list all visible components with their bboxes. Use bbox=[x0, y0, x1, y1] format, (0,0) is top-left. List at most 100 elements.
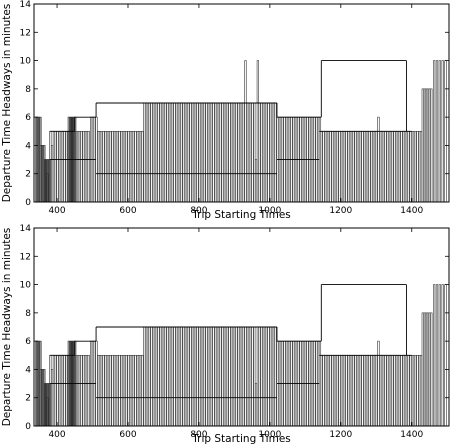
bar bbox=[418, 354, 421, 427]
bar bbox=[327, 130, 330, 203]
bar bbox=[359, 354, 362, 427]
bar bbox=[208, 326, 212, 427]
bar bbox=[361, 354, 364, 427]
bar bbox=[384, 130, 387, 203]
bar bbox=[377, 116, 380, 203]
bar bbox=[78, 354, 81, 427]
bar bbox=[444, 284, 447, 427]
bar bbox=[210, 326, 213, 427]
bar bbox=[428, 88, 431, 203]
bar bbox=[228, 102, 231, 203]
bar bbox=[260, 326, 263, 427]
bar bbox=[104, 354, 107, 427]
bar bbox=[129, 130, 132, 203]
bar bbox=[348, 354, 352, 427]
bar bbox=[336, 130, 339, 203]
bar bbox=[416, 130, 419, 203]
bar bbox=[421, 88, 424, 203]
bar bbox=[152, 326, 155, 427]
bar bbox=[125, 354, 128, 427]
x-tick-label: 1200 bbox=[329, 206, 352, 216]
bar bbox=[398, 130, 401, 203]
bar bbox=[159, 102, 162, 203]
bar bbox=[231, 326, 235, 427]
bar bbox=[210, 102, 213, 203]
bar bbox=[331, 354, 334, 427]
bar bbox=[217, 326, 220, 427]
bar bbox=[368, 354, 371, 427]
bar bbox=[189, 326, 192, 427]
bar bbox=[192, 102, 196, 203]
bar bbox=[203, 326, 206, 427]
bar bbox=[127, 354, 130, 427]
bar bbox=[254, 159, 258, 203]
bar bbox=[150, 326, 153, 427]
bar bbox=[405, 354, 408, 427]
bar bbox=[258, 326, 261, 427]
bar bbox=[387, 354, 391, 427]
x-axis-label: Trip Starting Times bbox=[191, 433, 291, 445]
bar bbox=[173, 102, 176, 203]
bar bbox=[249, 326, 252, 427]
bar bbox=[249, 102, 252, 203]
bar bbox=[322, 354, 325, 427]
bar bbox=[198, 326, 201, 427]
bar bbox=[347, 354, 350, 427]
x-tick-label: 400 bbox=[48, 206, 65, 216]
bar bbox=[274, 326, 277, 427]
bar bbox=[223, 102, 226, 203]
bar bbox=[256, 326, 259, 427]
bar bbox=[380, 354, 384, 427]
bar bbox=[139, 130, 142, 203]
bar bbox=[418, 130, 421, 203]
bar bbox=[141, 354, 144, 427]
bar bbox=[246, 102, 249, 203]
bar bbox=[345, 130, 348, 203]
bar bbox=[143, 326, 146, 427]
bar bbox=[132, 354, 135, 427]
bar bbox=[141, 130, 144, 203]
bar bbox=[260, 102, 263, 203]
bar bbox=[336, 354, 339, 427]
bar bbox=[438, 60, 441, 203]
bar bbox=[400, 130, 403, 203]
step-lines bbox=[49, 284, 412, 399]
bar bbox=[265, 102, 268, 203]
bar bbox=[333, 354, 336, 427]
bar bbox=[221, 102, 224, 203]
bar bbox=[148, 326, 151, 427]
bar bbox=[375, 354, 378, 427]
bar bbox=[102, 354, 105, 427]
bar bbox=[169, 102, 173, 203]
bar bbox=[368, 130, 371, 203]
bar bbox=[118, 354, 121, 427]
bar bbox=[56, 130, 59, 203]
bar bbox=[262, 102, 265, 203]
bar bbox=[85, 130, 88, 203]
bar bbox=[377, 340, 380, 427]
bar bbox=[324, 354, 327, 427]
bar bbox=[217, 102, 220, 203]
bar bbox=[76, 130, 80, 203]
bar bbox=[78, 130, 81, 203]
bar bbox=[192, 326, 196, 427]
bar bbox=[341, 130, 345, 203]
bar bbox=[104, 130, 107, 203]
bar bbox=[118, 130, 121, 203]
bar bbox=[175, 102, 178, 203]
bar bbox=[425, 312, 429, 427]
bar bbox=[171, 102, 174, 203]
bar bbox=[184, 102, 187, 203]
bar bbox=[137, 130, 141, 203]
bar bbox=[157, 102, 160, 203]
bar bbox=[116, 354, 119, 427]
bar bbox=[152, 102, 155, 203]
bar bbox=[393, 354, 396, 427]
bar bbox=[370, 130, 373, 203]
bar bbox=[54, 354, 57, 427]
bar bbox=[441, 284, 444, 427]
bar bbox=[253, 102, 256, 203]
bar bbox=[226, 326, 229, 427]
bar bbox=[160, 326, 164, 427]
bar bbox=[184, 326, 187, 427]
